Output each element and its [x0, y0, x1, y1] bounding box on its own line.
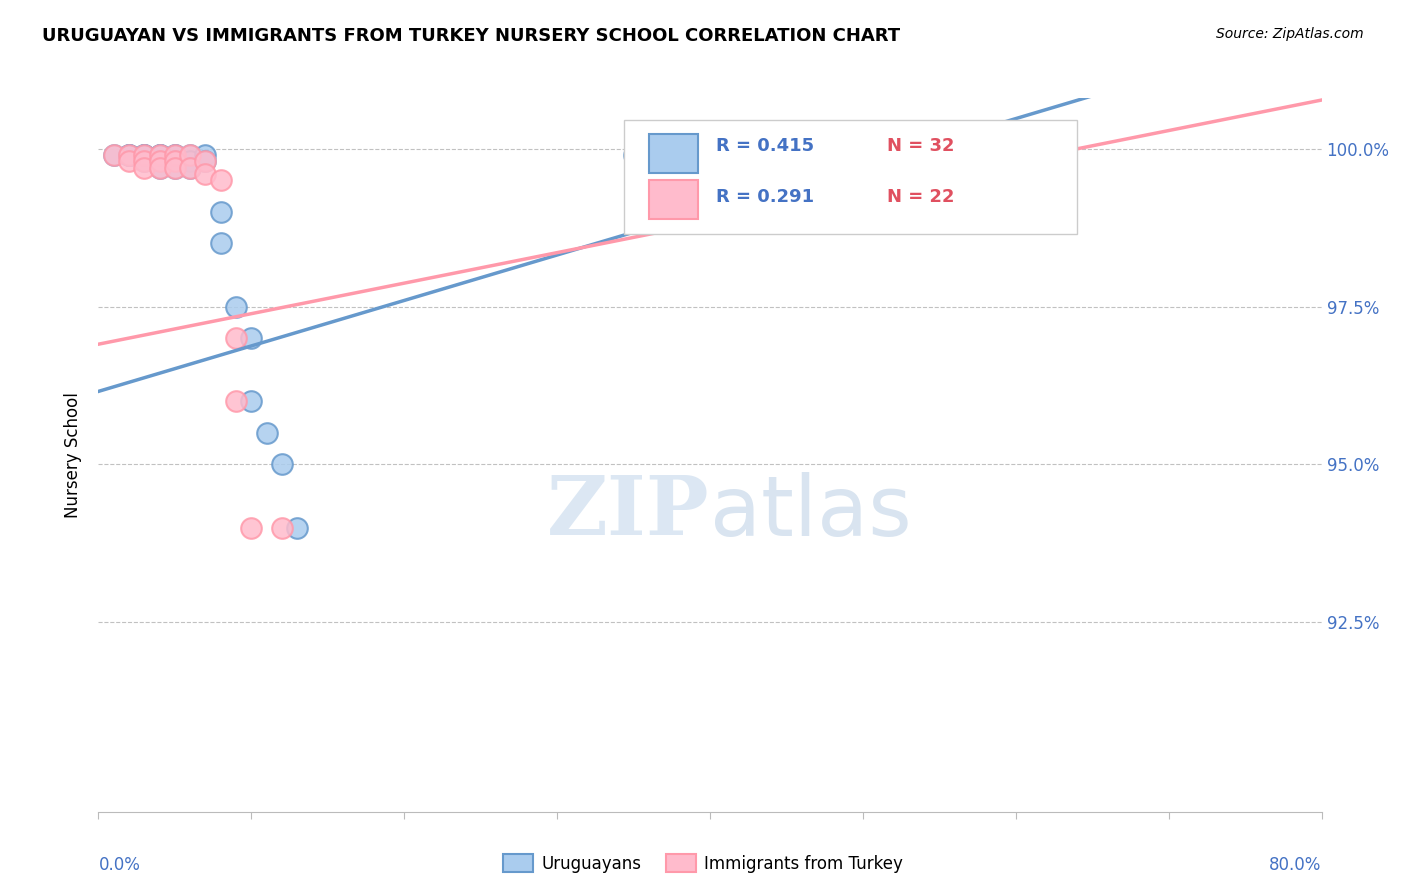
Point: [194, 148, 217, 162]
Text: ZIP: ZIP: [547, 472, 710, 552]
Point: [134, 161, 156, 175]
Point: [149, 148, 172, 162]
Point: [209, 173, 232, 187]
Point: [163, 148, 186, 162]
Point: [285, 520, 308, 534]
Text: Source: ZipAtlas.com: Source: ZipAtlas.com: [1216, 27, 1364, 41]
Point: [163, 148, 186, 162]
Point: [118, 148, 141, 162]
Point: [270, 520, 292, 534]
Point: [134, 154, 156, 169]
Text: atlas: atlas: [710, 472, 911, 552]
Point: [163, 148, 186, 162]
Text: R = 0.415: R = 0.415: [716, 137, 814, 155]
Point: [225, 394, 247, 409]
FancyBboxPatch shape: [650, 180, 697, 219]
Point: [179, 161, 201, 175]
Point: [163, 154, 186, 169]
Point: [134, 148, 156, 162]
Point: [194, 154, 217, 169]
Point: [134, 148, 156, 162]
Point: [149, 148, 172, 162]
Point: [623, 148, 645, 162]
Point: [163, 161, 186, 175]
Point: [134, 154, 156, 169]
FancyBboxPatch shape: [624, 120, 1077, 234]
Point: [179, 154, 201, 169]
Text: 0.0%: 0.0%: [98, 856, 141, 874]
Point: [149, 154, 172, 169]
Text: URUGUAYAN VS IMMIGRANTS FROM TURKEY NURSERY SCHOOL CORRELATION CHART: URUGUAYAN VS IMMIGRANTS FROM TURKEY NURS…: [42, 27, 900, 45]
Point: [209, 204, 232, 219]
Point: [163, 161, 186, 175]
Point: [194, 154, 217, 169]
Point: [179, 148, 201, 162]
Point: [1035, 148, 1057, 162]
Point: [179, 161, 201, 175]
Text: R = 0.291: R = 0.291: [716, 187, 814, 205]
Point: [883, 148, 905, 162]
FancyBboxPatch shape: [650, 134, 697, 173]
Point: [240, 331, 263, 345]
Text: 80.0%: 80.0%: [1270, 856, 1322, 874]
Point: [103, 148, 125, 162]
Point: [118, 154, 141, 169]
Point: [134, 148, 156, 162]
Point: [225, 331, 247, 345]
Text: N = 22: N = 22: [887, 187, 955, 205]
Point: [194, 167, 217, 181]
Y-axis label: Nursery School: Nursery School: [65, 392, 83, 518]
Point: [149, 148, 172, 162]
Point: [149, 148, 172, 162]
Point: [134, 148, 156, 162]
Legend: Uruguayans, Immigrants from Turkey: Uruguayans, Immigrants from Turkey: [496, 847, 910, 880]
Point: [270, 458, 292, 472]
Text: N = 32: N = 32: [887, 137, 955, 155]
Point: [240, 394, 263, 409]
Point: [118, 148, 141, 162]
Point: [103, 148, 125, 162]
Point: [118, 148, 141, 162]
Point: [240, 520, 263, 534]
Point: [256, 425, 278, 440]
Point: [149, 154, 172, 169]
Point: [225, 300, 247, 314]
Point: [179, 148, 201, 162]
Point: [163, 154, 186, 169]
Point: [209, 236, 232, 251]
Point: [149, 161, 172, 175]
Point: [149, 161, 172, 175]
Point: [118, 148, 141, 162]
